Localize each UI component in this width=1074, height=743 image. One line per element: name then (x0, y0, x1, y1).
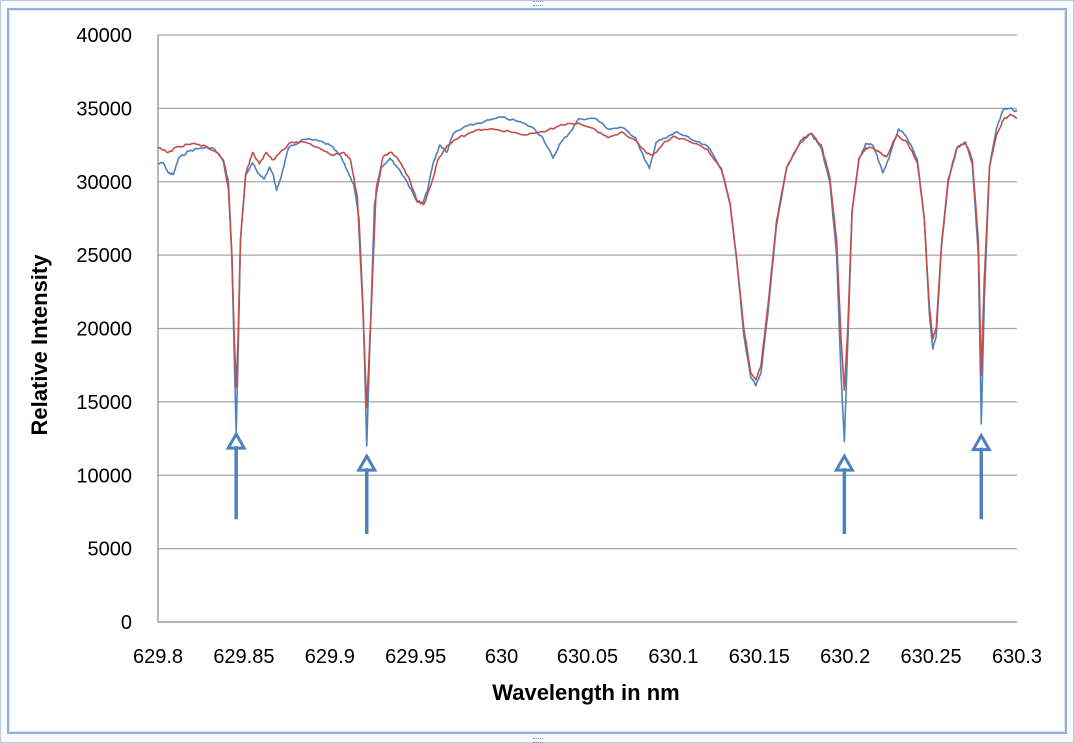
x-tick-label-630.25: 630.25 (901, 646, 962, 668)
arrow-1 (225, 431, 247, 520)
y-tick-label-15000: 15000 (76, 392, 132, 414)
y-tick-label-25000: 25000 (76, 245, 132, 267)
arrow-4 (970, 432, 992, 520)
x-tick-label-630.05: 630.05 (557, 646, 618, 668)
y-axis-title: Relative Intensity (27, 254, 52, 436)
x-tick-label-630.3: 630.3 (992, 646, 1042, 668)
y-tick-label-5000: 5000 (88, 539, 133, 561)
arrow-head-1 (225, 431, 247, 450)
arrow-3 (833, 453, 855, 534)
x-tick-label-630: 630 (485, 646, 518, 668)
series-line-1 (157, 107, 1018, 447)
arrow-head-2 (356, 453, 378, 472)
y-tick-label-30000: 30000 (76, 172, 132, 194)
chart-area-border (7, 8, 1067, 734)
arrow-2 (356, 453, 378, 534)
gridlines (157, 34, 1017, 623)
y-tick-label-40000: 40000 (76, 25, 132, 47)
annotation-arrows (225, 431, 992, 534)
y-tick-label-0: 0 (121, 612, 132, 634)
x-tick-label-629.95: 629.95 (385, 646, 446, 668)
y-axis-tick-labels: 0 5000 10000 15000 20000 25000 30000 35000 40000 (76, 25, 132, 634)
x-tick-label-629.85: 629.85 (213, 646, 274, 668)
resize-handle-top[interactable] (533, 1, 543, 6)
x-tick-label-630.15: 630.15 (729, 646, 790, 668)
x-tick-label-629.9: 629.9 (305, 646, 355, 668)
x-axis-tick-labels: 629.8 629.85 629.9 629.95 630 630.05 630.1 630.… (133, 646, 1042, 668)
x-tick-label-630.1: 630.1 (648, 646, 698, 668)
y-tick-label-35000: 35000 (76, 98, 132, 120)
series-line-2 (157, 113, 1018, 409)
y-tick-label-20000: 20000 (76, 319, 132, 341)
x-axis-title: Wavelength in nm (492, 680, 679, 705)
arrow-head-4 (970, 432, 992, 452)
y-tick-label-10000: 10000 (76, 465, 132, 487)
x-tick-label-630.2: 630.2 (820, 646, 870, 668)
data-series (157, 107, 1018, 447)
x-tick-label-629.8: 629.8 (133, 646, 183, 668)
arrow-head-3 (833, 453, 855, 472)
